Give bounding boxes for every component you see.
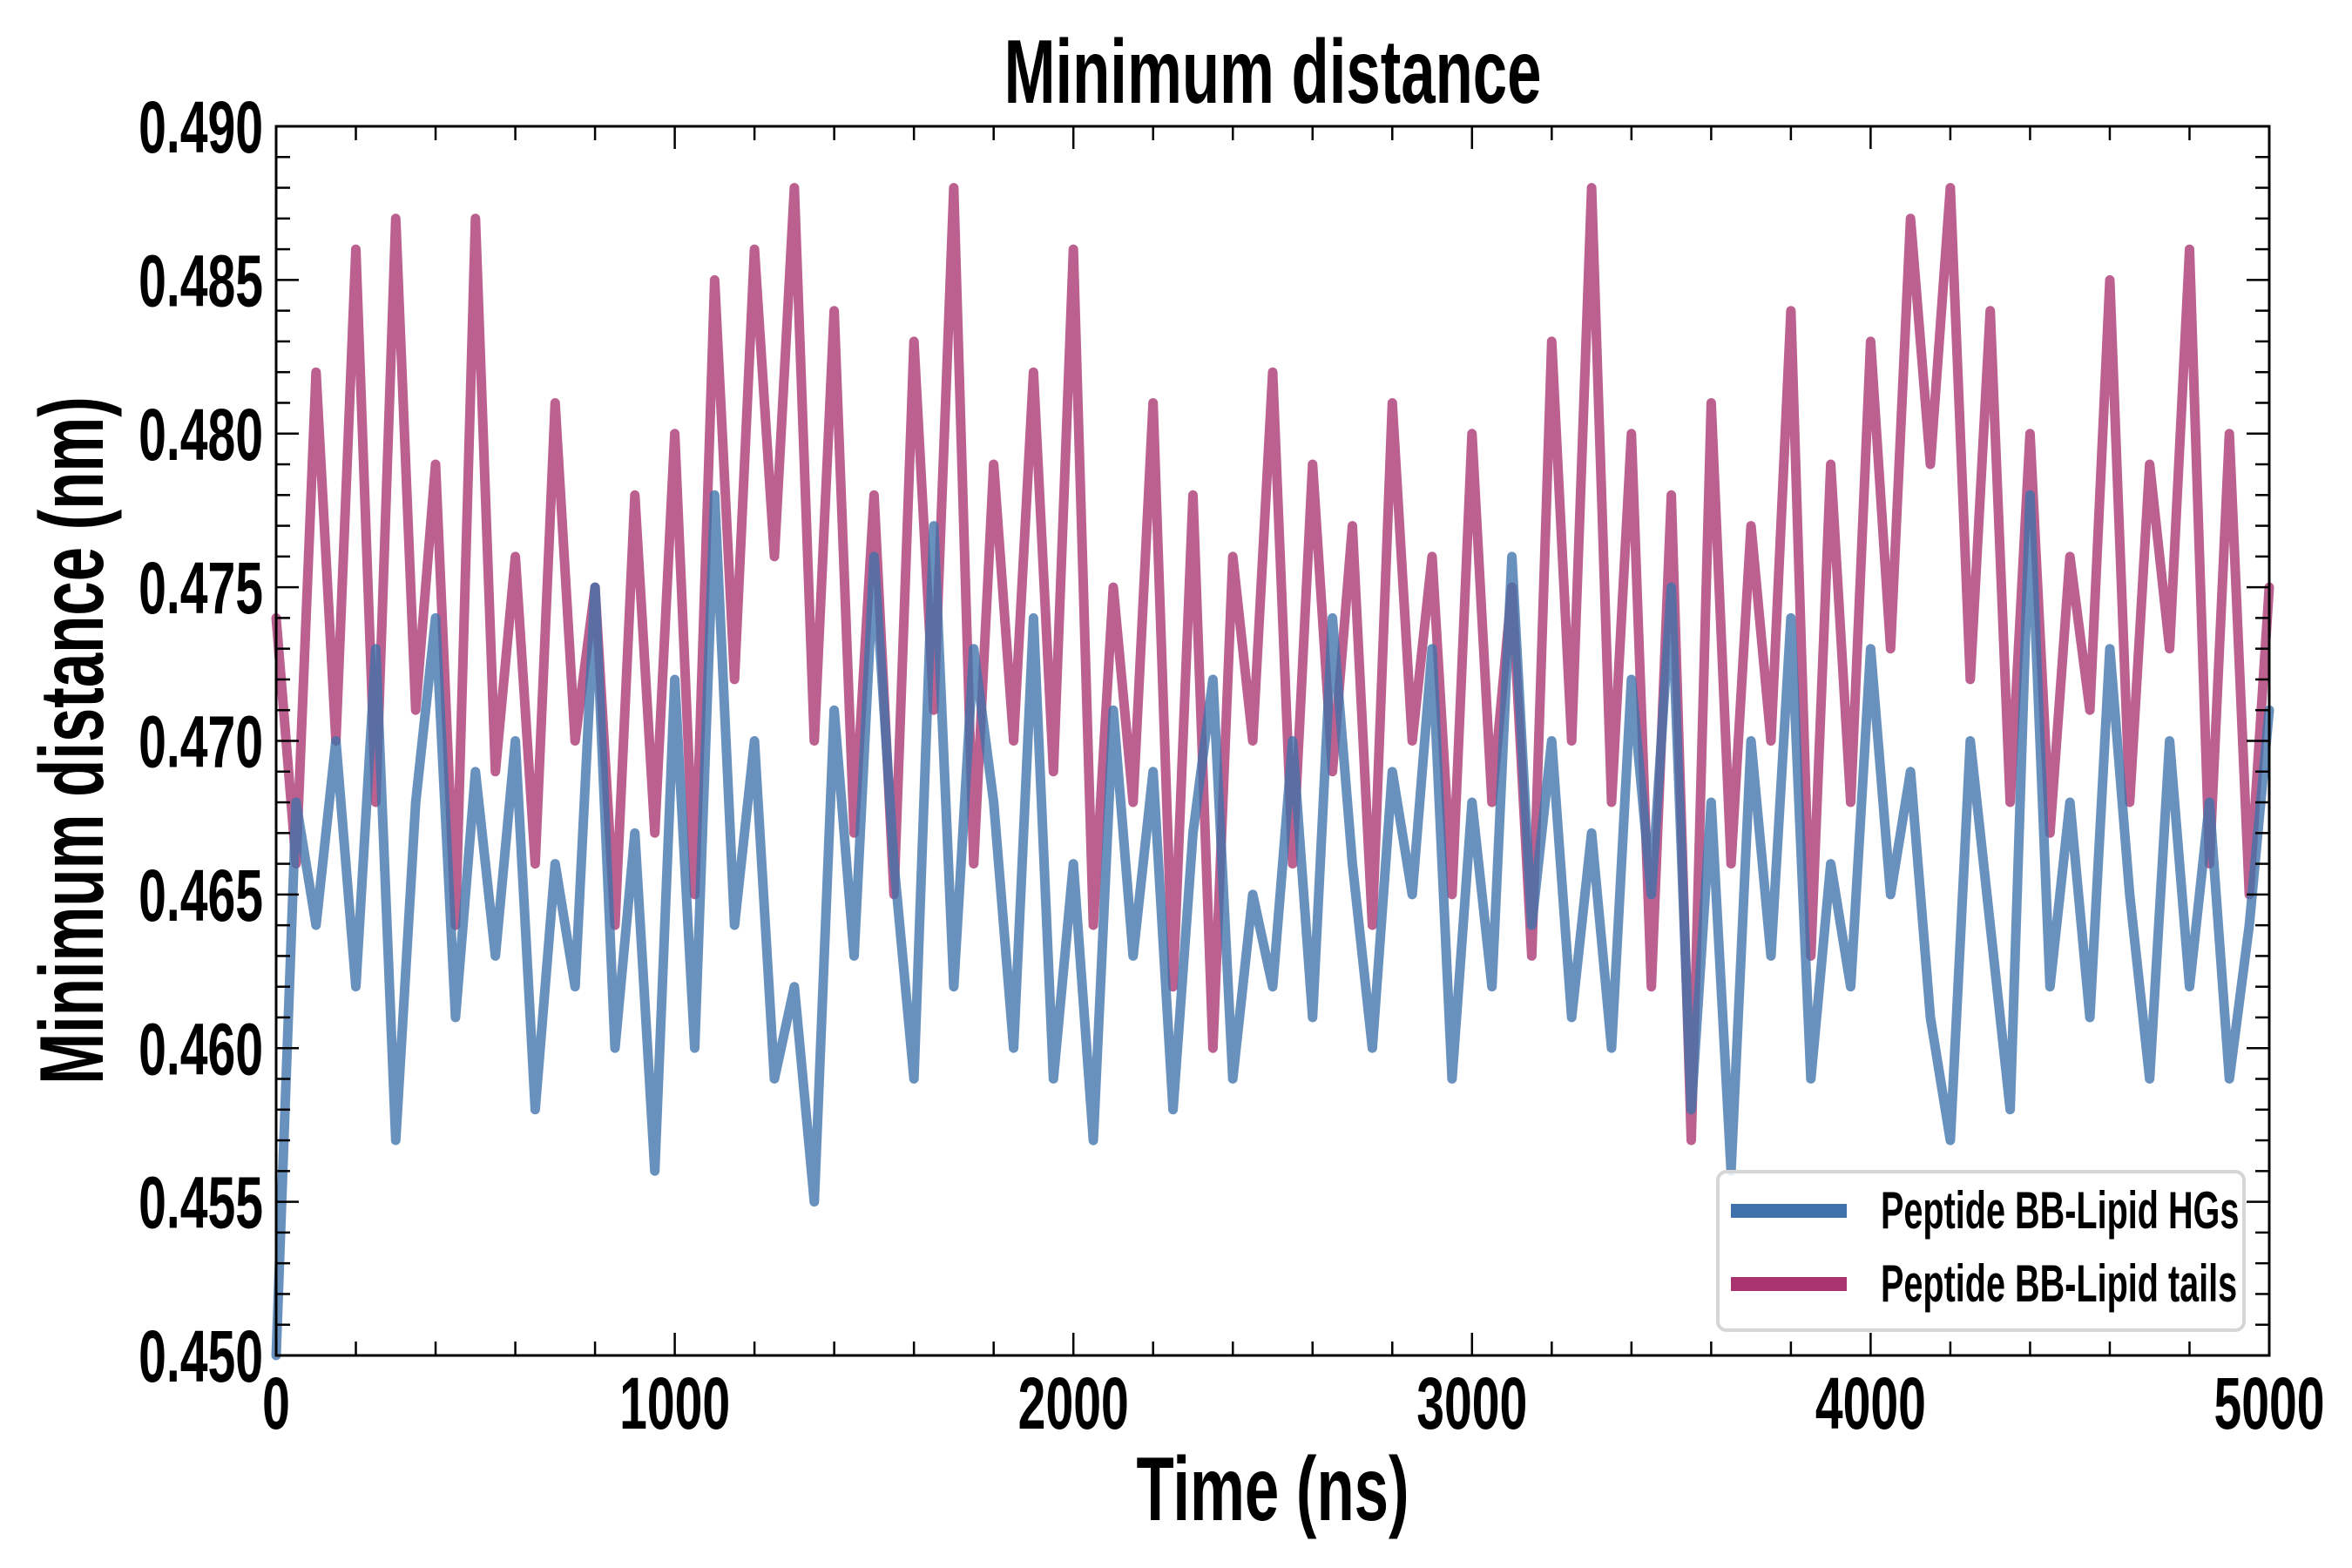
x-tick-label: 4000 <box>1815 1363 1926 1445</box>
y-tick-label: 0.455 <box>139 1163 263 1245</box>
x-tick-label: 3000 <box>1416 1363 1527 1445</box>
y-tick-label: 0.450 <box>139 1316 263 1398</box>
y-tick-label: 0.465 <box>139 855 263 937</box>
tick-layer: 0 1000 2000 3000 4000 5000 0.450 0.455 0.460 0.46… <box>139 87 2324 1445</box>
x-tick-label: 0 <box>262 1363 290 1445</box>
x-axis-label: Time (ns) <box>1136 1437 1409 1539</box>
y-axis-label: Minimum distance (nm) <box>20 396 122 1085</box>
series-layer <box>271 183 2274 1361</box>
chart-title: Minimum distance <box>1004 20 1542 122</box>
y-tick-label: 0.485 <box>139 241 263 323</box>
legend-box <box>1716 1170 2246 1332</box>
legend-label-hgs: Peptide BB-Lipid HGs <box>1881 1181 2239 1240</box>
legend-label-tails: Peptide BB-Lipid tails <box>1881 1254 2237 1313</box>
plot-frame <box>274 125 2271 1357</box>
x-tick-label: 5000 <box>2213 1363 2324 1445</box>
x-tick-label: 1000 <box>619 1363 730 1445</box>
y-tick-label: 0.475 <box>139 548 263 630</box>
legend: Peptide BB-Lipid HGs Peptide BB-Lipid ta… <box>1716 1170 2246 1332</box>
y-tick-label: 0.490 <box>139 87 263 169</box>
x-tick-label: 2000 <box>1018 1363 1129 1445</box>
y-tick-label: 0.470 <box>139 702 263 784</box>
series-line-1 <box>271 490 2274 1361</box>
y-tick-label: 0.460 <box>139 1009 263 1091</box>
y-tick-label: 0.480 <box>139 395 263 476</box>
